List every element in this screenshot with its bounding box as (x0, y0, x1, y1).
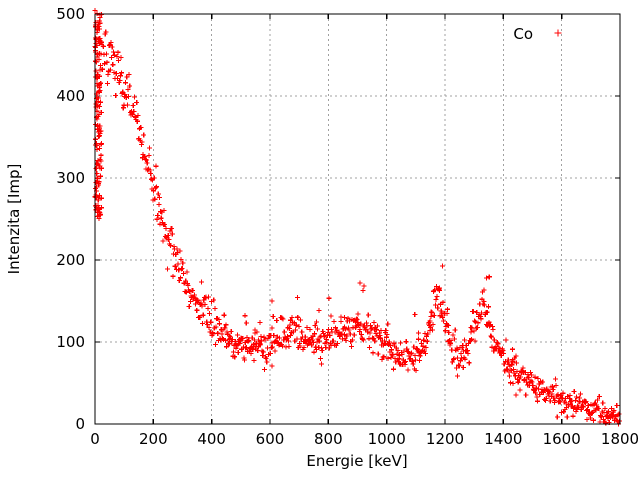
y-tick-label: 300 (56, 169, 85, 187)
x-tick-label: 1600 (543, 430, 581, 448)
y-axis-title: Intenzita [Imp] (5, 164, 23, 275)
x-tick-label: 1000 (368, 430, 406, 448)
y-tick-label: 500 (56, 5, 85, 23)
x-tick-label: 400 (197, 430, 226, 448)
y-tick-label: 200 (56, 251, 85, 269)
x-tick-labels-group: 0 200 400 600 800 1000 1200 1400 1600 1800 (90, 430, 639, 448)
x-tick-label: 600 (256, 430, 285, 448)
x-tick-label: 0 (90, 430, 100, 448)
x-tick-label: 1800 (601, 430, 639, 448)
y-tick-label: 0 (75, 415, 85, 433)
x-tick-label: 800 (314, 430, 343, 448)
y-tick-label: 400 (56, 87, 85, 105)
x-tick-label: 1400 (484, 430, 522, 448)
legend-plus-marker (554, 29, 562, 37)
gridlines-group (95, 14, 620, 424)
x-tick-label: 200 (139, 430, 168, 448)
y-tick-labels-group: 0 100 200 300 400 500 (56, 5, 85, 433)
plot-border (94, 13, 621, 425)
legend: Co (513, 25, 562, 43)
y-tick-label: 100 (56, 333, 85, 351)
x-tick-label: 1200 (426, 430, 464, 448)
legend-label-co: Co (513, 25, 533, 43)
x-axis-title: Energie [keV] (306, 452, 407, 470)
